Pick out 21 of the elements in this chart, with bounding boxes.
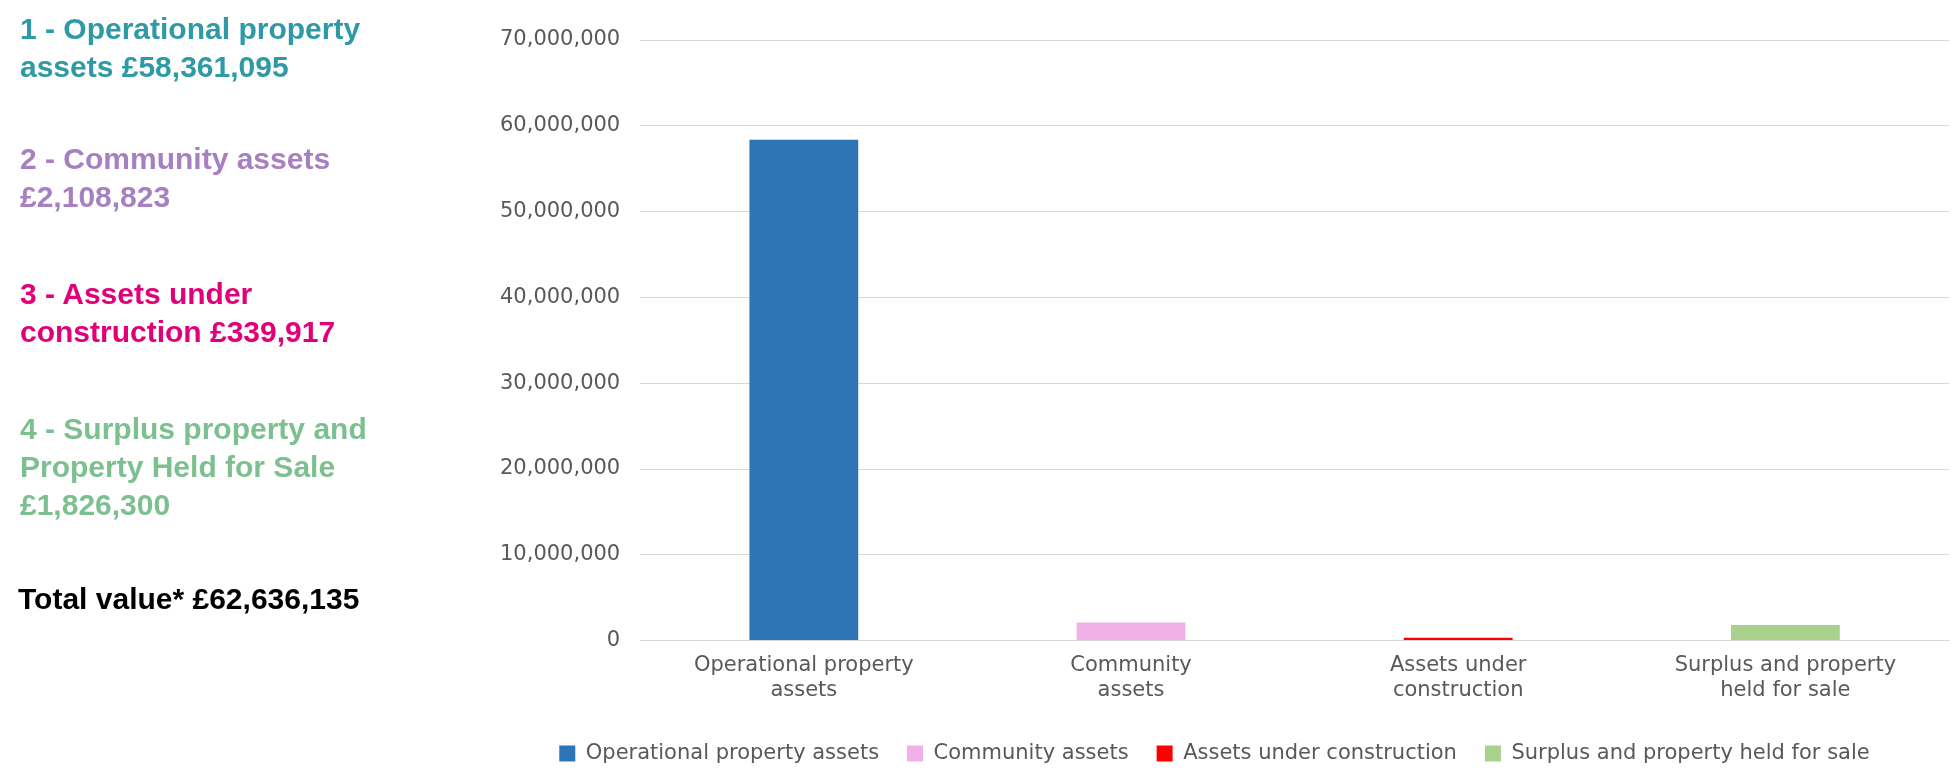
text: 1 - Operational property assets £58,361,095: [20, 11, 362, 85]
text: 3 - Assets under construction £339,917: [20, 276, 337, 350]
y-tick-label: 50,000,000: [499, 198, 621, 223]
text: Total value* £62,636,135: [18, 581, 361, 617]
y-tick-label: 0: [606, 627, 621, 652]
y-tick-label: 20,000,000: [499, 455, 621, 480]
x-tick-label: Community assets: [1070, 651, 1192, 701]
legend-label: Surplus and property held for sale: [1511, 739, 1870, 764]
text: 4 - Surplus property and Property Held for Sale £1,826,300: [20, 411, 368, 523]
legend-label: Assets under construction: [1183, 739, 1457, 764]
legend-label: Community assets: [933, 739, 1129, 764]
y-tick-label: 10,000,000: [499, 541, 621, 566]
y-tick-label: 40,000,000: [499, 283, 621, 308]
x-tick-label: Assets under construction: [1389, 651, 1527, 701]
x-tick-label: Operational property assets: [693, 651, 914, 701]
text: 2 - Community assets £2,108,823: [20, 141, 332, 215]
y-tick-label: 60,000,000: [499, 112, 621, 137]
legend-label: Operational property assets: [585, 739, 880, 764]
x-tick-label: Surplus and property held for sale: [1674, 651, 1897, 701]
y-tick-label: 30,000,000: [499, 369, 621, 394]
y-tick-label: 70,000,000: [499, 26, 621, 51]
